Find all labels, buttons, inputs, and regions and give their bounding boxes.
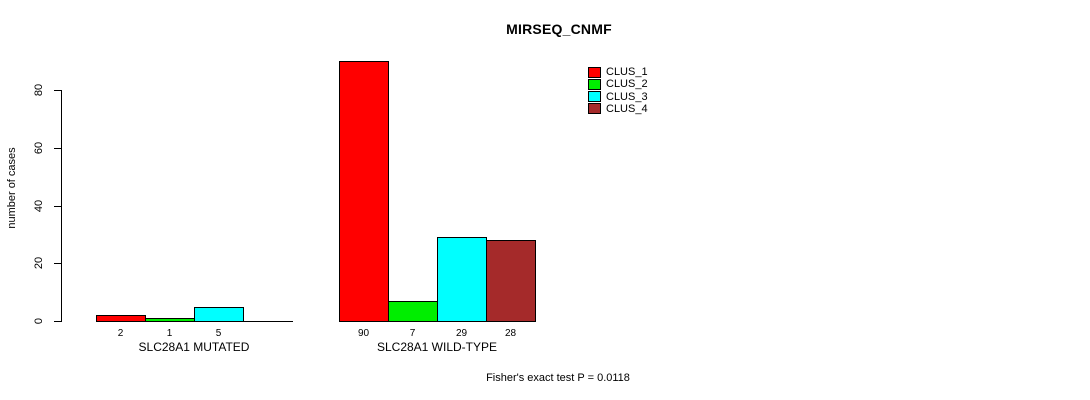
y-tick-label: 0 bbox=[33, 317, 45, 325]
y-tick-label: 60 bbox=[33, 141, 45, 154]
y-tick-mark bbox=[54, 147, 61, 149]
bar-value-label: 90 bbox=[357, 328, 370, 339]
bar-clus_1-mutated bbox=[96, 315, 146, 322]
y-tick-label: 40 bbox=[33, 199, 45, 212]
bar-clus_2-mutated bbox=[145, 318, 195, 322]
stat-annotation: Fisher's exact test P = 0.0118 bbox=[486, 372, 630, 384]
legend-item: CLUS_2 bbox=[588, 78, 648, 90]
y-tick-label: 80 bbox=[33, 83, 45, 97]
y-tick-label: 20 bbox=[33, 257, 45, 270]
legend-color-swatch bbox=[588, 78, 601, 90]
legend-color-swatch bbox=[588, 91, 601, 103]
x-category-label: SLC28A1 WILD-TYPE bbox=[376, 340, 498, 354]
x-category-label: SLC28A1 MUTATED bbox=[138, 340, 250, 354]
bar-clus_2-wildtype bbox=[388, 301, 438, 322]
legend-color-swatch bbox=[588, 103, 601, 115]
y-tick-mark bbox=[54, 205, 61, 207]
legend-item-label: CLUS_4 bbox=[606, 102, 648, 115]
bar-clus_4-wildtype bbox=[486, 240, 536, 322]
chart-title: MIRSEQ_CNMF bbox=[506, 21, 612, 37]
legend-item: CLUS_4 bbox=[588, 103, 648, 115]
bar-clus_3-wildtype bbox=[437, 237, 487, 322]
legend-item-label: CLUS_1 bbox=[606, 66, 648, 78]
legend-item: CLUS_1 bbox=[588, 66, 648, 78]
bar-value-label: 7 bbox=[409, 328, 416, 339]
legend-item: CLUS_3 bbox=[588, 91, 648, 103]
legend-item-label: CLUS_2 bbox=[606, 78, 648, 91]
y-tick-mark bbox=[54, 263, 61, 265]
bar-clus_1-wildtype bbox=[339, 61, 389, 322]
bar-value-label: 29 bbox=[455, 328, 468, 339]
bar-value-label: 28 bbox=[504, 328, 517, 339]
legend-item-label: CLUS_3 bbox=[606, 90, 648, 103]
y-tick-mark bbox=[54, 90, 61, 91]
y-axis-line bbox=[61, 90, 62, 322]
y-tick-mark bbox=[54, 321, 61, 322]
legend-color-swatch bbox=[588, 66, 601, 78]
y-axis-label: number of cases bbox=[6, 147, 18, 229]
bar-value-label: 2 bbox=[117, 328, 124, 339]
bar-value-label: 5 bbox=[215, 328, 222, 339]
bar-value-label: 1 bbox=[166, 328, 173, 339]
bar-clus_3-mutated bbox=[194, 307, 244, 322]
